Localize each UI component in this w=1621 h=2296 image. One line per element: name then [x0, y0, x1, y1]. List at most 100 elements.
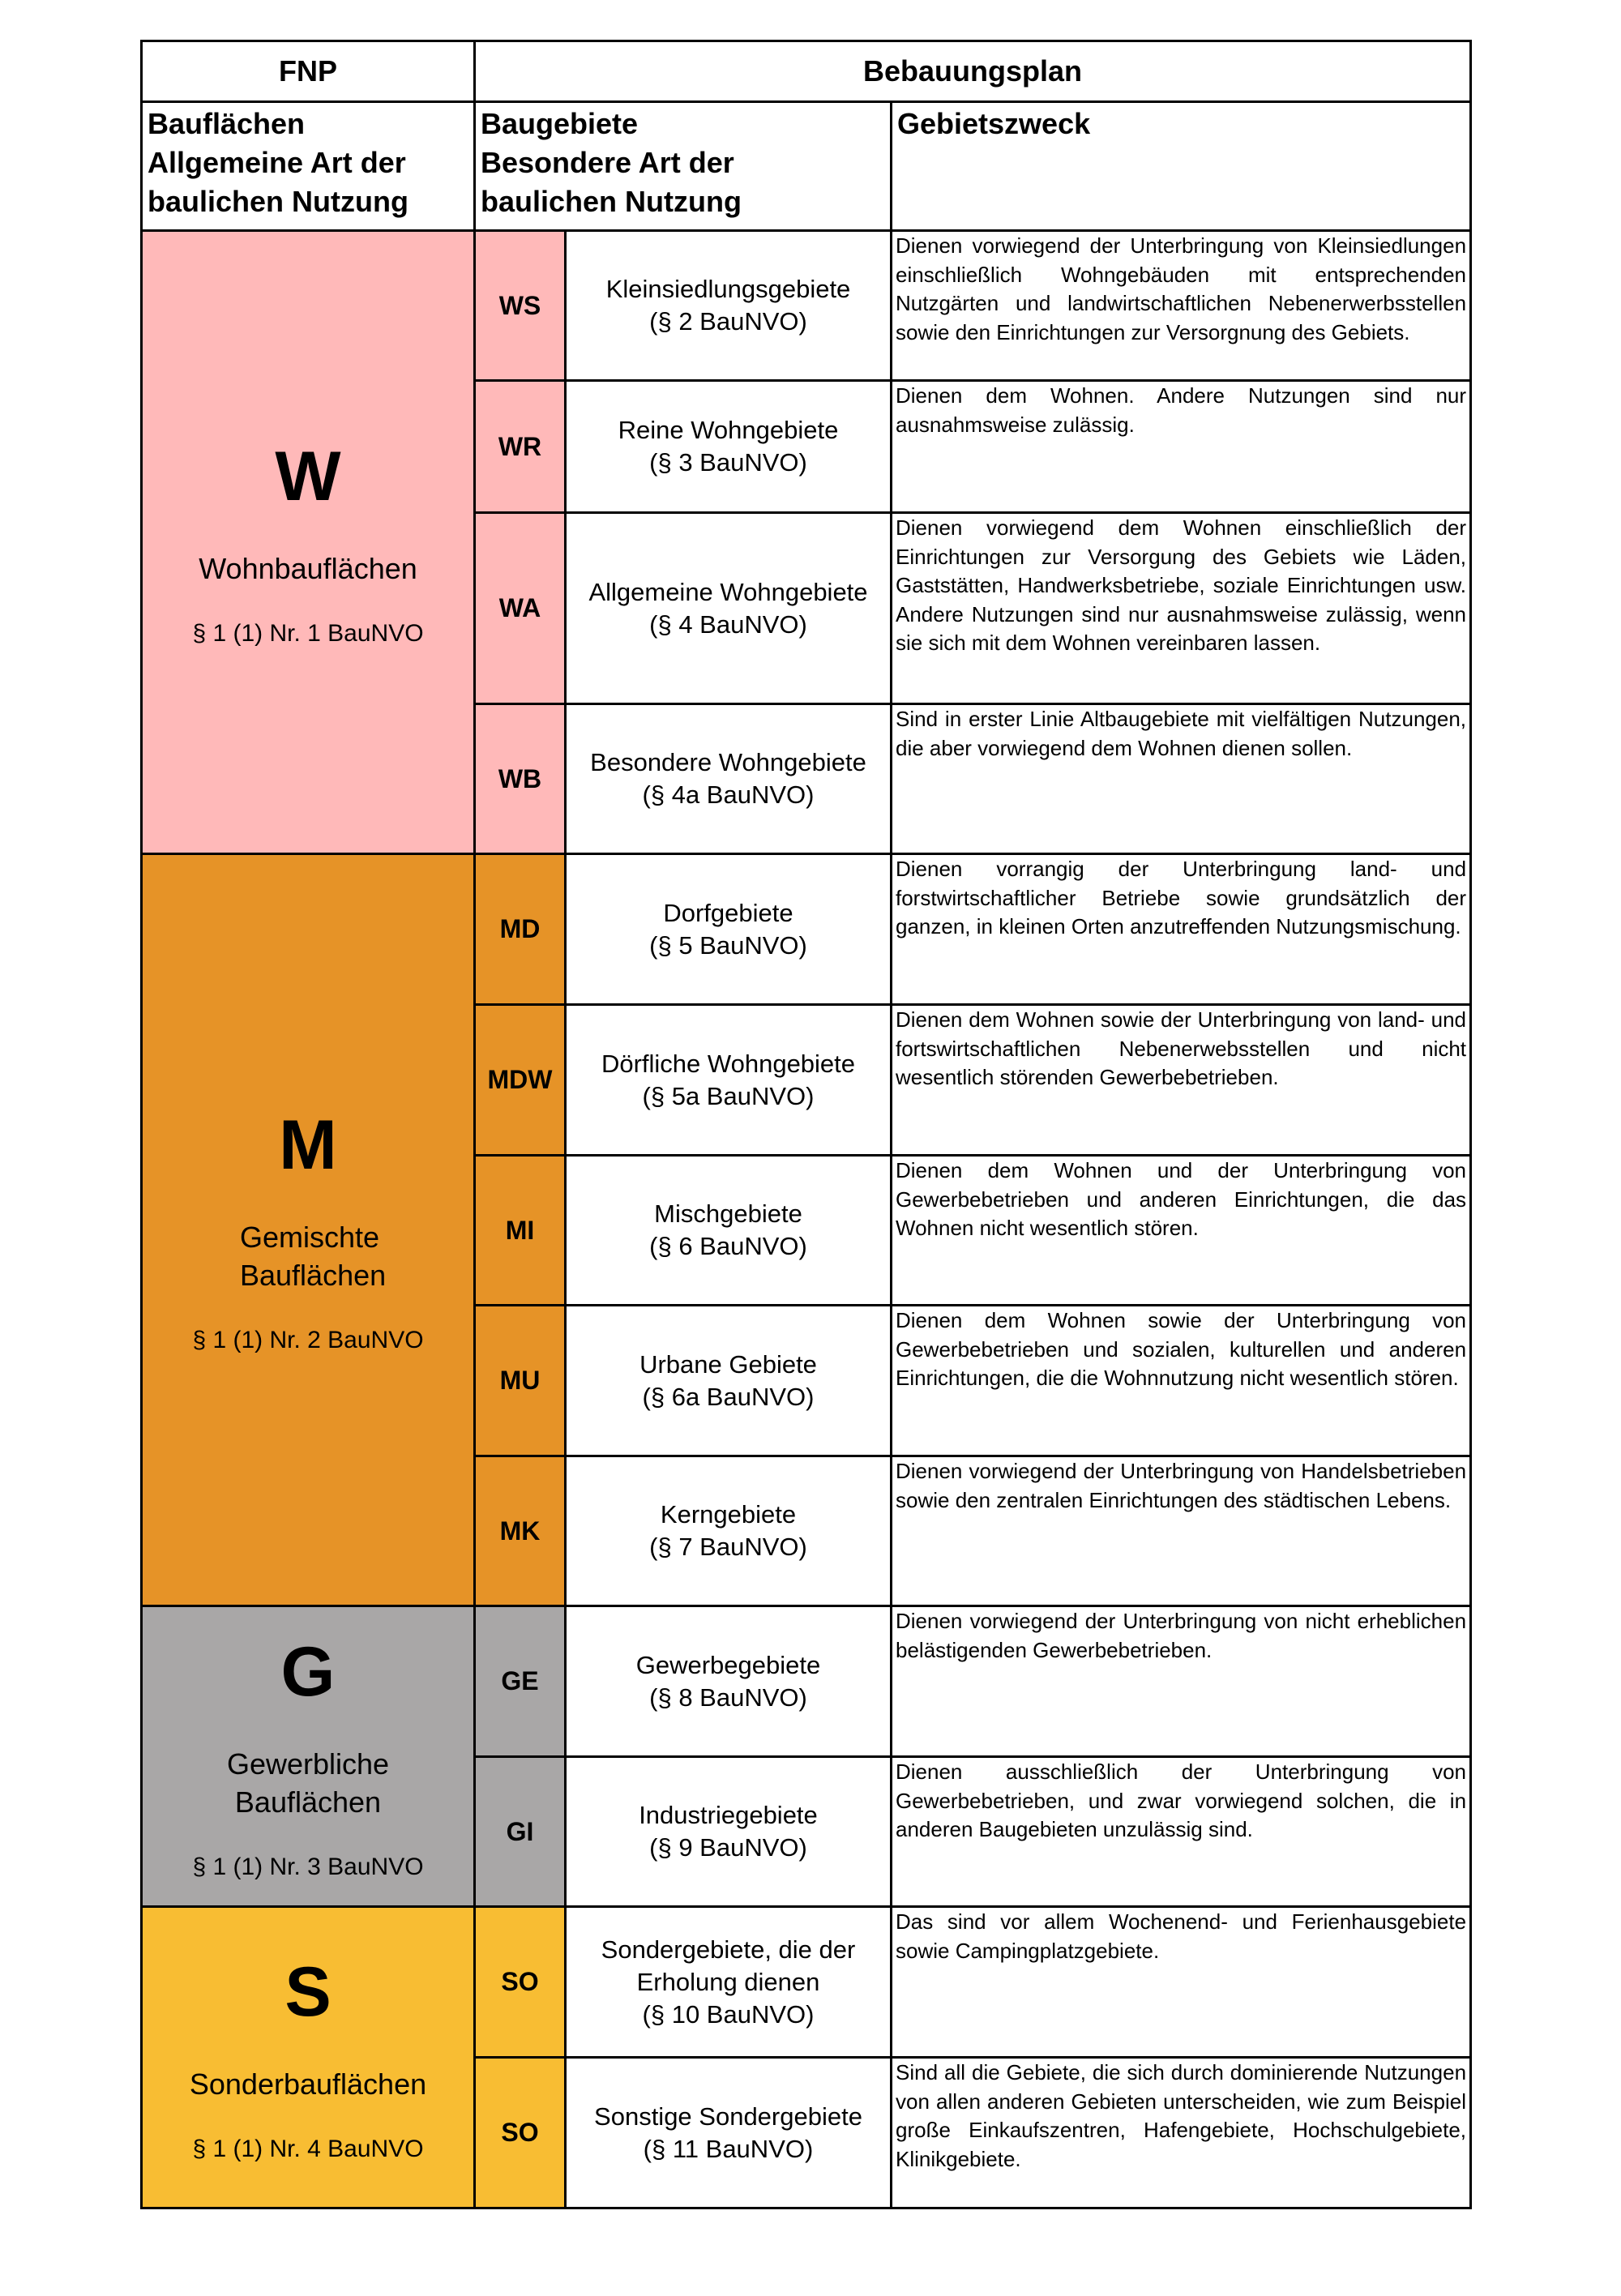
baugebiet-type: Reine Wohngebiete: [618, 416, 839, 444]
table-row: MK Kerngebiete (§ 7 BauNVO) Dienen vorwiege…: [142, 1455, 1473, 1607]
baugebiet-code: GI: [473, 1755, 567, 1908]
baugebiet-code: MK: [473, 1455, 567, 1607]
baugebiet-name: Kleinsiedlungsgebiete (§ 2 BauNVO): [564, 229, 892, 382]
table-row: MI Mischgebiete (§ 6 BauNVO) Dienen dem Woh…: [142, 1154, 1473, 1306]
baugebiet-code: WS: [473, 229, 567, 382]
baugebiet-law: (§ 5a BauNVO): [642, 1081, 815, 1110]
baugebiet-code: WR: [473, 379, 567, 514]
baugebiet-type: Besondere Wohngebiete: [590, 748, 866, 776]
baugebiet-law: (§ 10 BauNVO): [642, 1999, 815, 2029]
baugebiet-type: Dörfliche Wohngebiete: [601, 1049, 856, 1078]
gebietszweck-text: Sind all die Gebiete, die sich durch dom…: [889, 2056, 1473, 2209]
subheader-baugebiete: Baugebiete Besondere Art der baulichen N…: [473, 100, 892, 232]
table-row: G Gewerbliche Bauflächen § 1 (1) Nr. 3 Bau…: [140, 1605, 1473, 1908]
baugebiet-type: Industriegebiete: [639, 1801, 818, 1829]
baugebiet-name: Mischgebiete (§ 6 BauNVO): [564, 1154, 892, 1306]
subheader-line: Bauflächen: [148, 107, 306, 140]
gebietszweck-text: Dienen dem Wohnen. Andere Nutzungen sind…: [889, 379, 1473, 514]
baugebiet-type: Kerngebiete: [660, 1500, 797, 1529]
gebietszweck-text: Dienen dem Wohnen und der Unterbringung …: [889, 1154, 1473, 1306]
baugebiet-code: MI: [473, 1154, 567, 1306]
subheader-bauflaechen: Bauflächen Allgemeine Art der baulichen …: [140, 100, 476, 232]
baugebiet-law: (§ 4a BauNVO): [642, 780, 815, 809]
subheader-gebietszweck: Gebietszweck: [889, 100, 1473, 232]
gebietszweck-text: Dienen dem Wohnen sowie der Unterbringun…: [889, 1304, 1473, 1457]
baugebiet-law: (§ 6a BauNVO): [642, 1382, 815, 1411]
bauflaeche-paragraph: § 1 (1) Nr. 3 BauNVO: [192, 1853, 424, 1880]
header-fnp: FNP: [140, 40, 476, 103]
baugebiet-law: (§ 8 BauNVO): [649, 1682, 807, 1712]
table-row: WA Allgemeine Wohngebiete (§ 4 BauNVO) Dien…: [142, 511, 1473, 705]
baugebiet-code: WB: [473, 703, 567, 855]
baugebiet-type: Allgemeine Wohngebiete: [588, 577, 868, 606]
baugebiet-type: Dorfgebiete: [663, 898, 793, 927]
header-bebauungsplan: Bebauungsplan: [473, 40, 1473, 103]
bauflaeche-letter: M: [279, 1106, 337, 1184]
baugebiet-type: Sondergebiete, die der Erholung dienen: [601, 1935, 856, 1996]
bauflaeche-name: Sonderbauflächen: [189, 2067, 427, 2101]
gebietszweck-text: Dienen dem Wohnen sowie der Unterbringun…: [889, 1003, 1473, 1157]
gebietszweck-text: Sind in erster Linie Altbaugebiete mit v…: [889, 703, 1473, 855]
table-row: M Gemischte Bauflächen § 1 (1) Nr. 2 BauNV…: [140, 853, 1473, 1607]
baugebiet-name: Dorfgebiete (§ 5 BauNVO): [564, 853, 892, 1006]
baugebiet-code: WA: [473, 511, 567, 705]
subheader-line: baulichen Nutzung: [148, 185, 408, 218]
baugebiet-code: SO: [473, 2056, 567, 2209]
bauflaeche-m: M Gemischte Bauflächen § 1 (1) Nr. 2 BauNV…: [140, 853, 476, 1607]
table-row: W Wohnbauflächen § 1 (1) Nr. 1 BauNVO WS Kle…: [140, 229, 1473, 855]
baugebiet-law: (§ 2 BauNVO): [649, 307, 807, 336]
subheader-line: baulichen Nutzung: [481, 185, 742, 218]
bauflaeche-name: Wohnbauflächen: [199, 552, 417, 585]
baugebiet-name: Reine Wohngebiete (§ 3 BauNVO): [564, 379, 892, 514]
baugebiet-law: (§ 3 BauNVO): [649, 448, 807, 477]
baugebiet-name: Dörfliche Wohngebiete (§ 5a BauNVO): [564, 1003, 892, 1157]
table-row: MDW Dörfliche Wohngebiete (§ 5a BauNVO) Die…: [142, 1003, 1473, 1157]
baugebiete-table: FNP Bebauungsplan Bauflächen Allgemeine …: [140, 40, 1473, 2209]
subheader-line: Besondere Art der: [481, 146, 734, 179]
baugebiet-code: SO: [473, 1905, 567, 2059]
gebietszweck-text: Dienen vorwiegend der Unterbringung von …: [889, 229, 1473, 382]
gebietszweck-text: Das sind vor allem Wochenend- und Ferien…: [889, 1905, 1473, 2059]
bauflaeche-w: W Wohnbauflächen § 1 (1) Nr. 1 BauNVO: [140, 229, 476, 855]
baugebiet-type: Gewerbegebiete: [635, 1650, 821, 1679]
baugebiet-type: Sonstige Sondergebiete: [594, 2101, 862, 2131]
baugebiet-type: Urbane Gebiete: [639, 1349, 817, 1379]
baugebiet-law: (§ 9 BauNVO): [649, 1833, 807, 1862]
baugebiet-code: MD: [473, 853, 567, 1006]
gebietszweck-text: Dienen vorwiegend der Unterbringung von …: [889, 1605, 1473, 1758]
baugebiet-law: (§ 5 BauNVO): [649, 930, 807, 960]
baugebiet-type: Kleinsiedlungsgebiete: [605, 275, 851, 303]
bauflaeche-paragraph: § 1 (1) Nr. 2 BauNVO: [192, 1327, 424, 1353]
baugebiet-law: (§ 11 BauNVO): [643, 2134, 814, 2163]
baugebiet-name: Sonstige Sondergebiete (§ 11 BauNVO): [564, 2056, 892, 2209]
baugebiet-type: Mischgebiete: [654, 1199, 802, 1228]
baugebiet-law: (§ 6 BauNVO): [649, 1232, 807, 1260]
bauflaeche-letter: W: [275, 438, 341, 515]
gebietszweck-text: Dienen vorwiegend dem Wohnen einschließl…: [889, 511, 1473, 705]
header-row: FNP Bebauungsplan: [140, 40, 1473, 103]
table-row: SO Sonstige Sondergebiete (§ 11 BauNVO) Sin…: [142, 2056, 1473, 2209]
bauflaeche-name: Gewerbliche Bauflächen: [226, 1747, 390, 1819]
gebietszweck-text: Dienen vorrangig der Unterbringung land-…: [889, 853, 1473, 1006]
baugebiet-code: GE: [473, 1605, 567, 1758]
bauflaeche-paragraph: § 1 (1) Nr. 1 BauNVO: [192, 620, 424, 647]
table-row: MU Urbane Gebiete (§ 6a BauNVO) Dienen dem …: [142, 1304, 1473, 1457]
table-row: GI Industriegebiete (§ 9 BauNVO) Dienen aus…: [142, 1755, 1473, 1908]
gebietszweck-text: Dienen ausschließlich der Unterbringung …: [889, 1755, 1473, 1908]
subheader-line: Baugebiete: [481, 107, 639, 140]
baugebiet-name: Industriegebiete (§ 9 BauNVO): [564, 1755, 892, 1908]
bauflaeche-letter: S: [284, 1952, 331, 2031]
bauflaeche-name: Gemischte Bauflächen: [240, 1221, 387, 1292]
baugebiet-law: (§ 7 BauNVO): [649, 1533, 807, 1561]
baugebiet-name: Sondergebiete, die der Erholung dienen (§…: [564, 1905, 892, 2059]
table-row: WR Reine Wohngebiete (§ 3 BauNVO) Dienen de…: [142, 379, 1473, 514]
subheader-line: Allgemeine Art der: [148, 146, 406, 179]
baugebiet-name: Gewerbegebiete (§ 8 BauNVO): [564, 1605, 892, 1758]
baugebiet-code: MDW: [473, 1003, 567, 1157]
bauflaeche-s: S Sonderbauflächen § 1 (1) Nr. 4 BauNVO: [140, 1905, 476, 2209]
baugebiet-name: Allgemeine Wohngebiete (§ 4 BauNVO): [564, 511, 892, 705]
baugebiet-law: (§ 4 BauNVO): [649, 609, 807, 639]
bauflaeche-letter: G: [280, 1632, 336, 1711]
baugebiet-code: MU: [473, 1304, 567, 1457]
baugebiet-name: Besondere Wohngebiete (§ 4a BauNVO): [564, 703, 892, 855]
